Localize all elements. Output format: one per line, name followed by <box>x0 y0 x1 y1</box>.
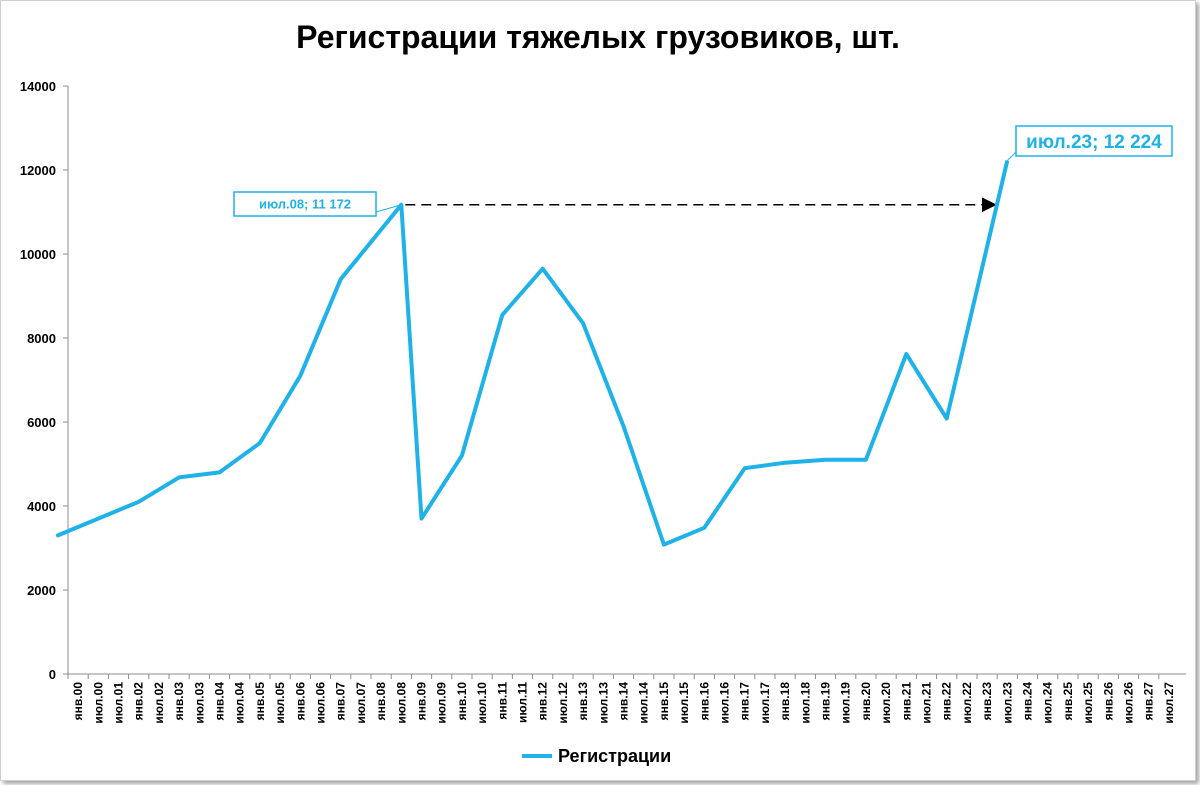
x-tick-label: июл.06 <box>314 682 328 724</box>
x-tick-label: июл.02 <box>152 682 166 724</box>
x-tick-label: июл.07 <box>354 682 368 724</box>
x-tick-label: янв.15 <box>657 682 671 721</box>
x-tick-label: янв.00 <box>71 682 85 721</box>
y-tick-label: 4000 <box>27 499 56 514</box>
x-tick-label: янв.19 <box>819 682 833 721</box>
y-tick-label: 2000 <box>27 583 56 598</box>
x-tick-label: июл.17 <box>758 682 772 724</box>
x-tick-label: июл.22 <box>960 682 974 724</box>
x-tick-label: янв.25 <box>1061 682 1075 721</box>
x-tick-label: июл.19 <box>839 682 853 724</box>
x-tick-label: янв.20 <box>859 682 873 721</box>
annotation-label: июл.08; 11 172 <box>259 197 351 212</box>
x-tick-label: июл.25 <box>1081 682 1095 724</box>
x-tick-label: янв.27 <box>1142 682 1156 721</box>
x-tick-label: янв.13 <box>576 682 590 721</box>
x-tick-label: янв.23 <box>980 682 994 721</box>
x-tick-label: июл.27 <box>1162 682 1176 724</box>
series-line-0 <box>55 160 1010 547</box>
x-tick-label: янв.26 <box>1101 682 1115 721</box>
x-tick-label: янв.21 <box>899 682 913 721</box>
y-tick-label: 0 <box>49 667 56 682</box>
x-tick-label: янв.22 <box>940 682 954 721</box>
annotation-label: июл.23; 12 224 <box>1026 132 1162 153</box>
x-tick-label: янв.10 <box>455 682 469 721</box>
x-tick-label: янв.02 <box>132 682 146 721</box>
x-tick-label: июл.01 <box>112 682 126 724</box>
x-tick-label: янв.06 <box>293 682 307 721</box>
x-tick-label: июл.20 <box>879 682 893 724</box>
annotation-leader <box>1006 151 1017 161</box>
x-tick-label: янв.11 <box>495 682 509 720</box>
x-tick-label: июл.18 <box>798 682 812 724</box>
y-tick-label: 12000 <box>20 163 56 178</box>
x-tick-label: июл.21 <box>920 682 934 724</box>
annotation-box <box>1015 125 1173 157</box>
x-tick-label: июл.14 <box>637 682 651 724</box>
x-tick-label: янв.05 <box>253 682 267 721</box>
x-tick-label: янв.12 <box>536 682 550 721</box>
x-tick-label: янв.08 <box>374 682 388 721</box>
x-tick-label: янв.09 <box>415 682 429 721</box>
x-tick-label: июл.05 <box>273 682 287 724</box>
x-tick-label: июл.23 <box>1000 682 1014 724</box>
x-tick-label: янв.03 <box>172 682 186 721</box>
x-tick-label: июл.03 <box>192 682 206 724</box>
x-tick-label: июл.09 <box>435 682 449 724</box>
x-tick-label: янв.04 <box>213 682 227 721</box>
x-tick-label: янв.16 <box>697 682 711 721</box>
x-tick-label: янв.17 <box>738 682 752 721</box>
chart-title: Регистрации тяжелых грузовиков, шт. <box>296 19 900 55</box>
annotation-box <box>233 191 377 217</box>
x-tick-label: июл.26 <box>1122 682 1136 724</box>
annotation-leader <box>375 204 402 213</box>
x-tick-label: янв.07 <box>334 682 348 721</box>
y-tick-label: 14000 <box>20 79 56 94</box>
y-tick-label: 6000 <box>27 415 56 430</box>
x-tick-label: июл.24 <box>1041 682 1055 724</box>
x-tick-label: июл.13 <box>596 682 610 724</box>
x-tick-label: июл.15 <box>677 682 691 724</box>
x-tick-label: янв.24 <box>1021 682 1035 721</box>
x-tick-label: июл.16 <box>718 682 732 724</box>
x-tick-label: июл.12 <box>556 682 570 724</box>
y-tick-label: 8000 <box>27 331 56 346</box>
x-tick-label: янв.18 <box>778 682 792 721</box>
x-tick-label: янв.14 <box>617 682 631 721</box>
x-tick-label: июл.11 <box>516 682 530 723</box>
y-tick-label: 10000 <box>20 247 56 262</box>
x-tick-label: июл.10 <box>475 682 489 724</box>
x-tick-label: июл.08 <box>394 682 408 724</box>
x-tick-label: июл.00 <box>91 682 105 724</box>
x-tick-label: июл.04 <box>233 682 247 724</box>
legend-label: Регистрации <box>558 746 671 766</box>
